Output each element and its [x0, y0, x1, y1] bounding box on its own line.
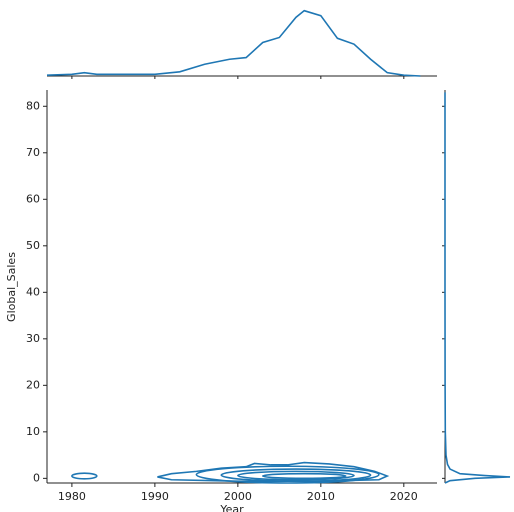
contour [237, 470, 355, 481]
y-density [444, 92, 511, 484]
x-axis-label: Year [219, 503, 244, 512]
y-tick-label: 70 [26, 146, 40, 159]
y-tick-label: 0 [33, 471, 40, 484]
y-tick-label: 60 [26, 192, 40, 205]
y-tick-label: 20 [26, 378, 40, 391]
contour [71, 472, 98, 480]
x-tick-label: 2020 [390, 490, 418, 503]
y-tick-label: 40 [26, 285, 40, 298]
contour [220, 468, 372, 482]
x-density [46, 9, 421, 77]
y-tick-label: 80 [26, 99, 40, 112]
y-tick-label: 50 [26, 239, 40, 252]
y-tick-label: 10 [26, 425, 40, 438]
y-axis-label: Global_Sales [5, 252, 18, 322]
y-tick-label: 30 [26, 332, 40, 345]
x-tick-label: 2010 [307, 490, 335, 503]
x-tick-label: 1980 [58, 490, 86, 503]
contour [195, 465, 380, 484]
x-tick-label: 2000 [224, 490, 252, 503]
contour [261, 472, 347, 480]
x-tick-label: 1990 [141, 490, 169, 503]
